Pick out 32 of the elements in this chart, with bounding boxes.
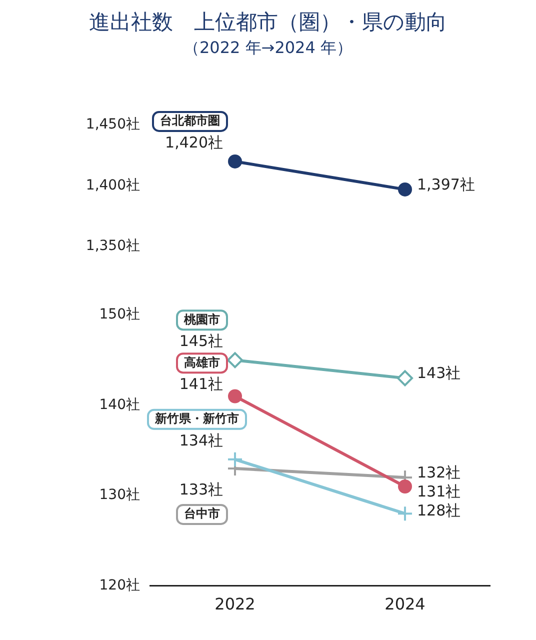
text: 桃園市	[183, 312, 220, 326]
y-tick-label: 1,400社	[86, 177, 140, 194]
data-label: 1,397社	[417, 175, 475, 194]
data-label: 131社	[417, 482, 461, 500]
data-label: 134社	[179, 431, 223, 450]
point	[397, 506, 413, 522]
x-tick-label: 2022	[214, 594, 256, 614]
point	[398, 480, 412, 494]
text: 高雄市	[184, 355, 220, 370]
text: 新竹県・新竹市	[154, 412, 239, 426]
data-label: 141社	[179, 375, 223, 394]
point	[228, 389, 242, 404]
y-tick-label: 120社	[99, 577, 140, 594]
chart-title: 進出社数 上位都市（圏）・県の動向	[88, 9, 448, 36]
data-label: 143社	[417, 364, 461, 382]
x-tick-label: 2024	[384, 594, 426, 614]
data-label: 133社	[179, 480, 223, 498]
data-label: 132社	[417, 463, 461, 482]
point	[227, 352, 243, 368]
data-label: 1,420社	[165, 133, 223, 152]
point	[227, 451, 243, 468]
y-tick-label: 130社	[99, 487, 140, 504]
y-tick-label: 140社	[99, 396, 140, 413]
data-label: 128社	[417, 501, 461, 520]
point	[397, 370, 413, 386]
y-tick-label: 1,350社	[86, 238, 140, 254]
chart-subtitle: （2022 年→2024 年）	[182, 38, 354, 59]
data-label: 145社	[179, 332, 223, 350]
text: 台中市	[184, 506, 220, 521]
text: 台北都市圏	[160, 114, 220, 128]
y-tick-label: 1,450社	[86, 116, 140, 133]
y-tick-label: 150社	[99, 306, 140, 323]
